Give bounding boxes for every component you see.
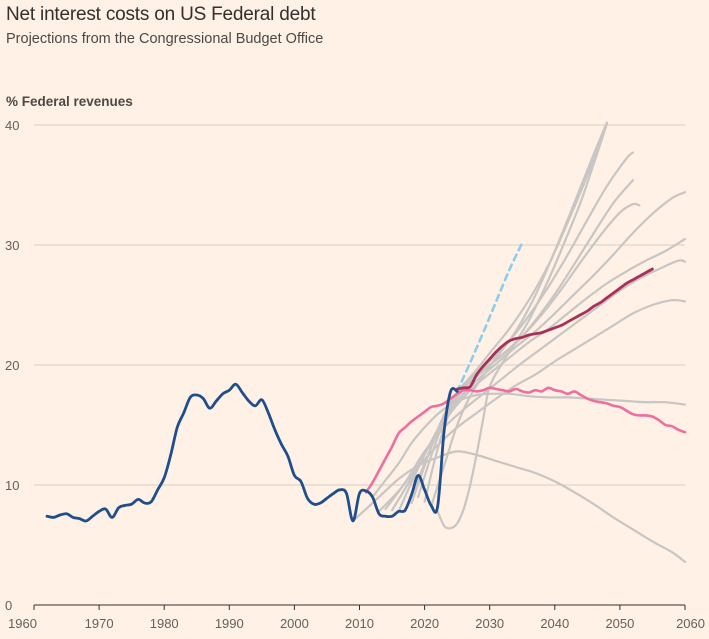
series-line-projection-grey-13 [423,138,602,503]
x-tick-label: 2010 [345,616,374,631]
x-tick-label: 1990 [215,616,244,631]
x-tick-label: 2050 [605,616,634,631]
x-tick-label: 1960 [8,616,37,631]
series-line-projection-grey-14 [430,121,608,508]
series-line-projection-latest-3 [455,267,654,391]
series-line-projection-grey-6 [377,298,687,513]
series-layer [45,121,687,563]
y-tick-label: 0 [5,598,12,613]
y-tick-label: 20 [5,358,19,373]
x-axis: 1960 1970 1980 1990 2000 2010 2020 2030 2040 2050… [8,604,705,631]
y-tick-label: 30 [5,238,19,253]
series-line-projection-pink-2 [364,386,687,494]
chart-subtitle: Projections from the Congressional Budge… [6,31,324,47]
series-line-projection-grey-5 [436,122,608,530]
x-tick-label: 1980 [150,616,179,631]
x-tick-label: 1970 [85,616,114,631]
y-axis-label: % Federal revenues [6,94,133,109]
chart-title: Net interest costs on US Federal debt [6,4,316,25]
x-tick-label: 2040 [540,616,569,631]
gridlines: 0 10 20 30 40 [5,118,685,613]
y-tick-label: 10 [5,478,19,493]
y-tick-label: 40 [5,118,19,133]
series-line-projection-grey-11 [410,179,634,505]
x-tick-label: 2030 [475,616,504,631]
series-line-projection-dashed-1 [455,241,524,393]
series-line-historical-0 [45,382,459,523]
x-tick-label: 2020 [410,616,439,631]
x-tick-label: 2000 [280,616,309,631]
x-tick-label: 2060 [676,616,705,631]
series-line-projection-grey-8 [391,237,687,512]
series-line-projection-grey-4 [351,450,687,563]
series-line-projection-grey-15 [371,392,687,499]
